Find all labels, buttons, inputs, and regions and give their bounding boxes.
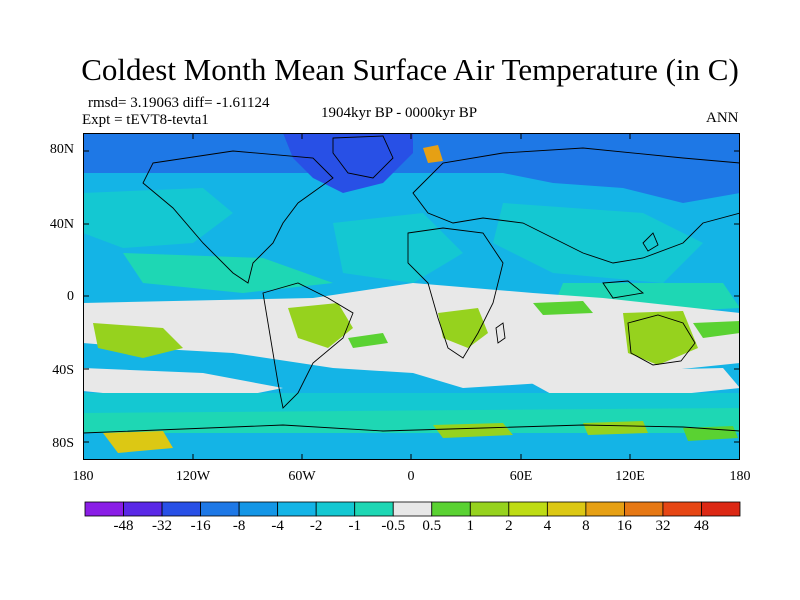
colorbar-cell	[392, 501, 433, 517]
colorbar-cell	[701, 501, 741, 517]
field-siberia-cold	[463, 133, 740, 203]
lon-label-0: 0	[407, 469, 415, 484]
colorbar-cell	[200, 501, 240, 517]
field-teal-north-pacific	[83, 188, 233, 248]
colorbar-cell	[161, 501, 201, 517]
stats-label: rmsd= 3.19063 diff= -1.61124	[88, 95, 270, 111]
colorbar-cell	[354, 501, 394, 517]
field-antarctic-warm-3	[583, 421, 648, 435]
field-teal-tropics-north	[123, 253, 333, 293]
colorbar-cell	[585, 501, 625, 517]
coastlines	[83, 135, 740, 434]
field-teal-asia	[493, 203, 703, 283]
period-label: 1904kyr BP - 0000kyr BP	[321, 105, 478, 121]
season-label: ANN	[706, 110, 739, 126]
colorbar-cell	[238, 501, 279, 517]
colorbar-label: -2	[309, 518, 323, 534]
lon-label-180w: 180	[72, 469, 94, 484]
colorbar-label: -1	[348, 518, 361, 534]
field-greenland-cold	[283, 133, 413, 193]
lon-label-60e: 60E	[509, 469, 533, 484]
colorbar-cell	[624, 501, 664, 517]
colorbar-cell	[546, 501, 587, 517]
colorbar-label: -0.5	[381, 518, 406, 534]
lon-label-120e: 120E	[615, 469, 645, 484]
colorbar-cell	[508, 501, 548, 517]
colorbar-label: 48	[693, 518, 709, 534]
field-warm-indian	[533, 301, 593, 315]
field-warm-se-pacific	[348, 333, 388, 348]
colorbar-label: -48	[113, 518, 134, 534]
lat-label-80n: 80N	[49, 142, 74, 157]
field-southern-teal-2	[83, 408, 740, 438]
colorbar-label: 0.5	[422, 518, 442, 534]
colorbar-label: -32	[152, 518, 173, 534]
colorbar-cell	[315, 501, 356, 517]
colorbar-label: 2	[505, 518, 513, 534]
field-warm-australia	[623, 311, 698, 365]
lon-label-60w: 60W	[288, 469, 316, 484]
field-neutral-southern	[83, 368, 283, 398]
field-arctic-warm	[423, 145, 443, 163]
colorbar-cell	[123, 501, 163, 517]
map-title: Coldest Month Mean Surface Air Temperatu…	[81, 52, 739, 87]
colorbar-label: -16	[190, 518, 211, 534]
colorbar-label: -4	[271, 518, 284, 534]
lat-label-40s: 40S	[52, 363, 74, 378]
colorbar-label: 1	[466, 518, 475, 534]
colorbar-cell	[84, 501, 124, 517]
field-antarctic-warm-1	[103, 431, 173, 453]
colorbar-cell	[277, 501, 317, 517]
lat-label-equator: 0	[67, 289, 74, 304]
lat-label-80s: 80S	[52, 436, 74, 451]
lon-label-120w: 120W	[175, 469, 211, 484]
field-warm-south-pacific	[93, 323, 183, 358]
lon-label-180e: 180	[729, 469, 751, 484]
field-antarctic-warm-2	[433, 423, 513, 438]
colorbar-cell	[662, 501, 702, 517]
colorbar-cell	[431, 501, 471, 517]
lat-label-40n: 40N	[49, 217, 74, 232]
colorbar-label: 4	[543, 518, 552, 534]
field-teal-atlantic	[333, 213, 463, 283]
temperature-map	[83, 133, 740, 460]
colorbar-label: 16	[616, 518, 632, 534]
colorbar-label: -8	[232, 518, 246, 534]
field-warm-south-america	[288, 303, 353, 348]
field-neutral-indian	[513, 368, 740, 398]
map-ticks	[83, 133, 740, 460]
colorbar-label: 8	[582, 518, 590, 534]
field-warm-pacific-east	[693, 321, 740, 338]
experiment-label: Expt = tEVT8-tevta1	[82, 112, 209, 128]
colorbar-cell	[469, 501, 510, 517]
colorbar-label: 32	[655, 518, 671, 534]
